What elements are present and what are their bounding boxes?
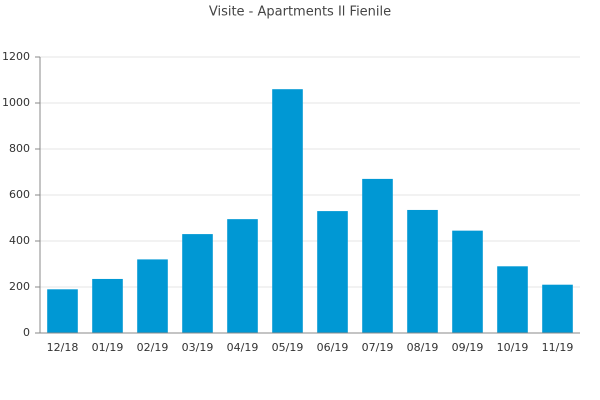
x-tick-label: 01/19	[92, 341, 124, 354]
y-tick-label: 200	[9, 280, 30, 293]
y-tick-label: 800	[9, 142, 30, 155]
bar	[137, 259, 168, 333]
bar	[362, 178, 393, 333]
bar	[407, 209, 438, 333]
bar	[92, 278, 123, 333]
chart-title: Visite - Apartments Il Fienile	[209, 5, 391, 20]
x-tick-label: 03/19	[182, 341, 214, 354]
x-tick-label: 10/19	[497, 341, 529, 354]
x-tick-label: 04/19	[227, 341, 259, 354]
bar	[542, 284, 573, 333]
y-tick-label: 600	[9, 188, 30, 201]
x-tick-label: 12/18	[47, 341, 79, 354]
bar	[182, 234, 213, 333]
bar	[317, 211, 348, 333]
x-tick-label: 02/19	[137, 341, 169, 354]
x-tick-label: 07/19	[362, 341, 394, 354]
y-tick-label: 1200	[2, 50, 30, 63]
x-tick-label: 06/19	[317, 341, 349, 354]
bar	[497, 266, 528, 333]
x-tick-label: 08/19	[407, 341, 439, 354]
bar	[452, 230, 483, 333]
x-tick-label: 11/19	[542, 341, 574, 354]
bar	[272, 89, 303, 333]
x-tick-label: 05/19	[272, 341, 304, 354]
x-tick-label: 09/19	[452, 341, 484, 354]
bar	[47, 289, 78, 333]
y-tick-label: 400	[9, 234, 30, 247]
y-tick-label: 0	[23, 326, 30, 339]
y-tick-label: 1000	[2, 96, 30, 109]
bar	[227, 219, 258, 333]
